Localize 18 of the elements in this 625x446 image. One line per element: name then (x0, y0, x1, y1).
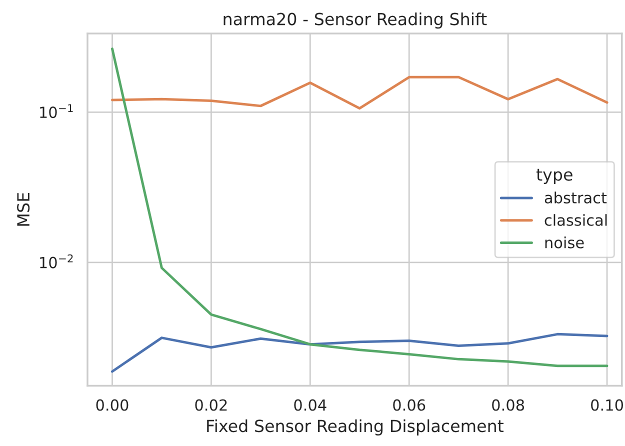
x-tick-label: 0.00 (96, 399, 128, 411)
legend-title: type (536, 168, 572, 184)
x-tick-label: 0.04 (294, 399, 326, 411)
x-tick-label: 0.02 (195, 399, 227, 411)
x-tick-label: 0.08 (492, 399, 524, 411)
chart-title: narma20 - Sensor Reading Shift (224, 12, 487, 29)
line-series (110, 48, 608, 368)
x-tick-label: 0.06 (393, 399, 426, 411)
x-tick-label: 0.10 (591, 399, 624, 411)
y-tick-label: 10$^{−2}$ (40, 254, 73, 268)
legend-label: noise (545, 236, 584, 248)
legend-label: abstract (544, 192, 607, 204)
y-tick-label: 10$^{−1}$ (40, 104, 73, 118)
y-axis-title: MSE (17, 192, 30, 226)
legend-label: classical (544, 214, 607, 226)
line-series (110, 332, 608, 373)
x-axis-title: Fixed Sensor Reading Displacement (207, 419, 504, 436)
line-series (110, 76, 608, 110)
